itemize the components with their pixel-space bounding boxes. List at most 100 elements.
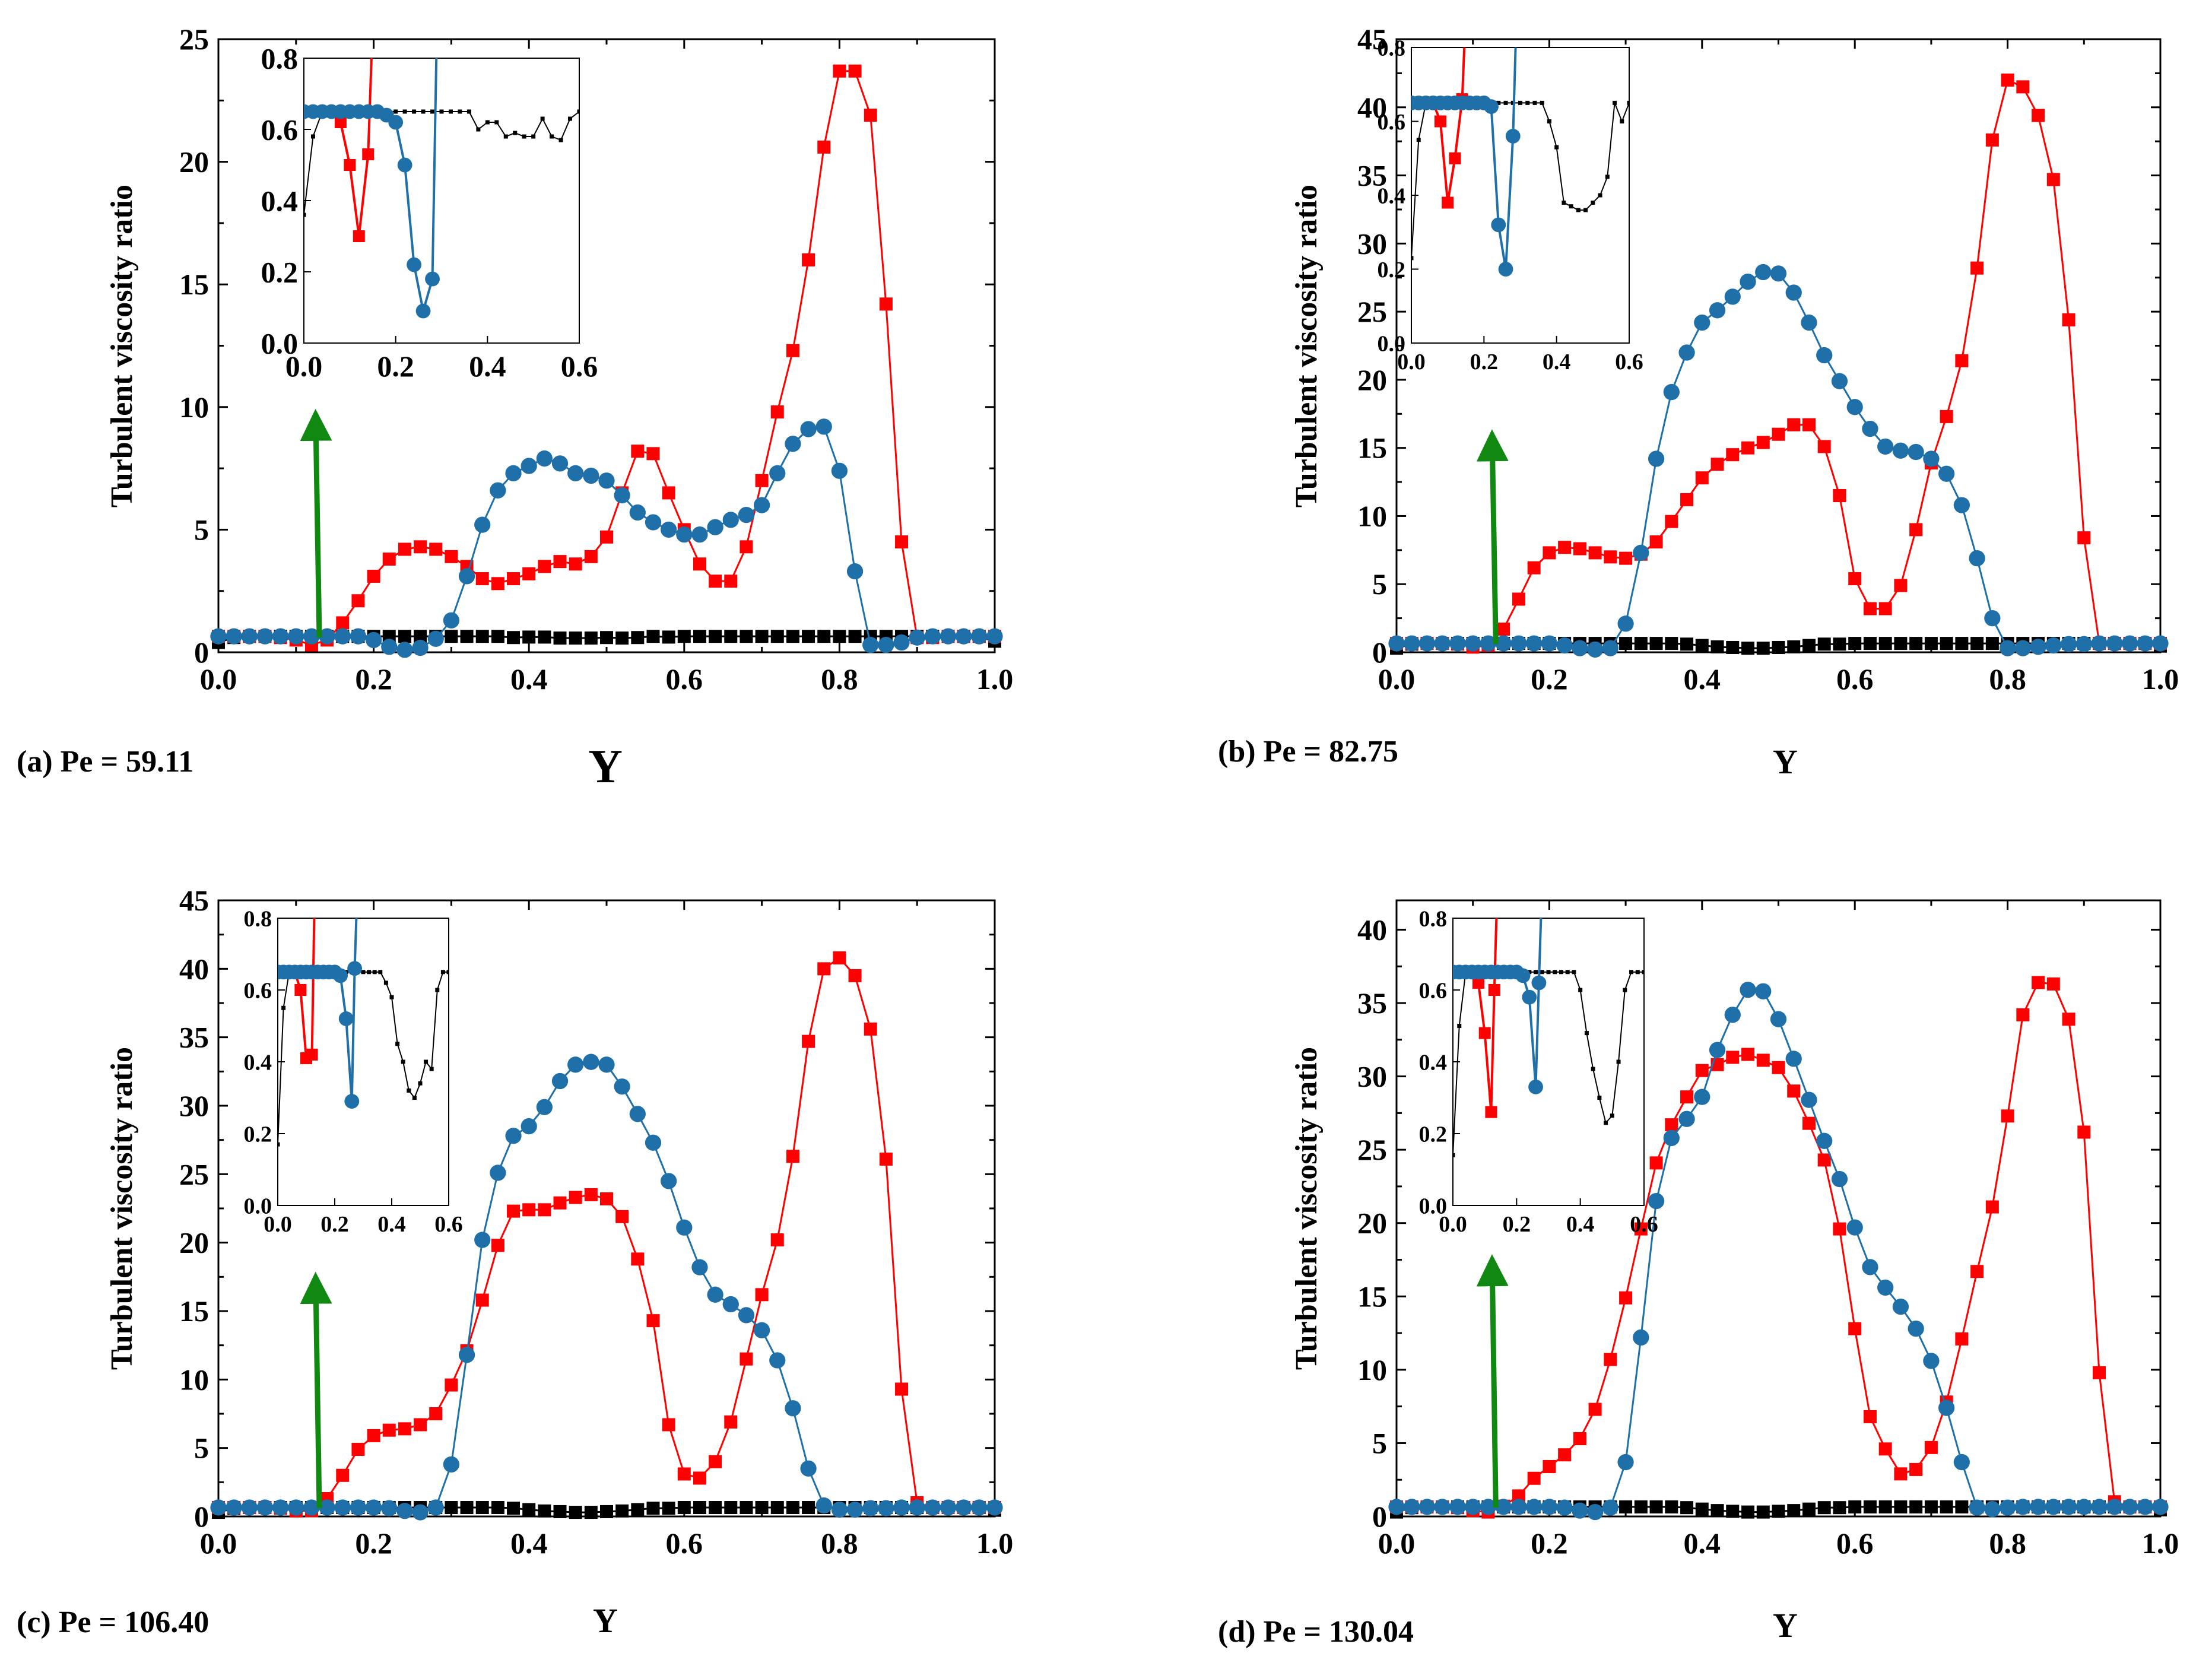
x-axis-label: Y: [588, 741, 623, 793]
data-point-red: [662, 486, 675, 500]
x-axis-label: Y: [1773, 1606, 1798, 1645]
y-tick-label: 15: [179, 1294, 209, 1328]
data-point-blue: [2045, 1499, 2062, 1515]
data-point-red: [1863, 1410, 1877, 1423]
data-point-red: [786, 344, 799, 357]
data-point-red: [1449, 152, 1461, 164]
data-point-black: [568, 116, 573, 121]
y-tick-label: 5: [194, 1432, 209, 1465]
data-point-red: [1588, 1402, 1602, 1416]
data-point-red: [1772, 1061, 1785, 1074]
data-point-blue: [2030, 639, 2046, 655]
inset-y-tick-label: 0.0: [1419, 1194, 1448, 1218]
inset-y-tick-label: 0.4: [1419, 1050, 1448, 1075]
y-tick-label: 30: [179, 1089, 209, 1122]
data-point-red: [848, 969, 862, 982]
data-point-red: [367, 569, 380, 583]
y-tick-label: 10: [179, 391, 209, 424]
data-point-blue: [629, 1106, 646, 1122]
data-point-blue: [1495, 635, 1512, 652]
data-point-blue: [583, 1053, 599, 1070]
data-point-blue: [1480, 635, 1497, 652]
data-point-blue: [815, 418, 832, 435]
data-point-blue: [1663, 1129, 1680, 1147]
panel-d: 0.0 0.2 0.4 0.6 0.8 1.0 0 5 10 15 20 25 30 35 40 0.0 0.2…: [1218, 899, 2179, 1649]
data-point-blue: [567, 1056, 584, 1073]
data-point-red: [2062, 1013, 2075, 1026]
data-point-blue: [676, 526, 693, 543]
data-point-red: [382, 1423, 396, 1437]
data-point-blue: [691, 526, 708, 543]
data-point-black: [402, 109, 407, 114]
data-point-blue: [1509, 3, 1524, 18]
inset-x-tick-label: 0.0: [285, 350, 323, 383]
data-point-black: [1680, 1501, 1694, 1515]
data-point-black: [1518, 100, 1522, 105]
data-point-black: [414, 630, 427, 643]
data-point-blue: [1418, 1499, 1436, 1515]
data-point-red: [817, 962, 831, 976]
data-point-black: [1616, 1059, 1621, 1064]
data-point-red: [367, 1429, 380, 1442]
data-point-blue: [1770, 265, 1787, 282]
data-point-black: [458, 109, 462, 114]
data-point-blue: [1586, 1503, 1604, 1521]
data-point-blue: [1515, 968, 1531, 983]
data-point-blue: [1770, 1011, 1787, 1027]
data-point-blue: [846, 563, 864, 580]
y-tick-label: 20: [179, 145, 209, 179]
data-point-red: [1741, 441, 1755, 455]
inset-frame: [1411, 47, 1630, 344]
data-point-black: [412, 109, 417, 114]
inset-x-tick-label: 0.6: [1630, 1212, 1658, 1237]
data-point-red: [770, 405, 784, 419]
data-point-red: [677, 1467, 691, 1481]
data-point-red: [2032, 976, 2045, 989]
data-point-red: [1543, 546, 1556, 560]
data-point-black: [1741, 642, 1755, 655]
data-point-blue: [1633, 544, 1649, 561]
data-point-blue: [862, 636, 879, 653]
data-point-blue: [272, 1499, 289, 1516]
data-point-black: [1598, 193, 1602, 198]
data-point-red: [445, 550, 458, 563]
data-point-black: [430, 109, 435, 114]
data-point-blue: [1480, 1499, 1497, 1515]
data-point-red: [336, 616, 350, 630]
x-tick-label: 1.0: [976, 662, 1014, 696]
data-point-black: [1620, 119, 1624, 123]
y-tick-label: 20: [1357, 1207, 1387, 1240]
data-point-red: [1512, 592, 1525, 606]
data-point-black: [600, 1505, 613, 1518]
data-point-black: [755, 630, 769, 643]
data-point-blue: [893, 1499, 910, 1516]
data-point-blue: [1785, 284, 1802, 301]
y-tick-label: 10: [1357, 1353, 1387, 1386]
y-tick-label: 15: [1357, 1280, 1387, 1313]
data-point-black: [1569, 204, 1573, 209]
data-point-red: [895, 535, 909, 549]
data-point-blue: [256, 628, 274, 645]
data-point-blue: [226, 1499, 242, 1516]
data-point-red: [569, 557, 582, 571]
inset-y-tick-label: 0.8: [261, 42, 299, 75]
data-point-black: [1665, 1500, 1678, 1513]
data-point-black: [475, 630, 489, 643]
data-point-black: [1546, 970, 1551, 975]
data-point-black: [1416, 138, 1421, 142]
data-point-blue: [1572, 640, 1588, 656]
inset-x-tick-label: 0.2: [377, 350, 414, 383]
inset-y-tick-label: 0.2: [1419, 1122, 1448, 1147]
data-point-red: [1485, 1106, 1497, 1118]
data-point-blue: [722, 1296, 739, 1313]
data-point-blue: [2091, 635, 2108, 652]
data-point-black: [1787, 640, 1801, 653]
data-point-red: [491, 1239, 504, 1252]
data-point-black: [1532, 100, 1537, 105]
data-point-red: [1573, 1432, 1586, 1446]
data-point-blue: [1678, 1110, 1695, 1127]
data-point-red: [709, 1455, 722, 1468]
data-point-blue: [303, 628, 320, 645]
data-point-blue: [1572, 1502, 1588, 1519]
